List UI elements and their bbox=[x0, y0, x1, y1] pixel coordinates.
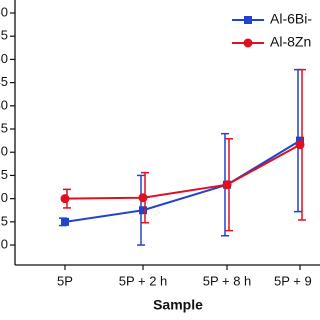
x-tick-label: 5P + 8 h bbox=[203, 273, 252, 288]
y-tick-label: 10 bbox=[0, 236, 8, 251]
x-tick-label: 5P bbox=[57, 273, 73, 288]
x-tick-label: 5P + 9 bbox=[274, 273, 312, 288]
y-tick-label: 45 bbox=[0, 74, 8, 89]
y-tick-label: 55 bbox=[0, 28, 8, 43]
legend-label: Al-8Zn bbox=[270, 34, 311, 50]
x-axis-title: Sample bbox=[153, 297, 203, 313]
marker bbox=[295, 140, 305, 150]
y-tick-label: 60 bbox=[0, 4, 8, 19]
marker bbox=[222, 180, 232, 190]
marker bbox=[139, 206, 147, 215]
y-tick-label: 30 bbox=[0, 144, 8, 159]
y-tick-label: 35 bbox=[0, 120, 8, 135]
y-tick-label: 40 bbox=[0, 97, 8, 112]
marker bbox=[61, 217, 69, 226]
x-tick-label: 5P + 2 h bbox=[119, 273, 168, 288]
series-line bbox=[64, 143, 301, 200]
marker bbox=[60, 194, 70, 204]
legend-marker bbox=[243, 38, 253, 48]
y-tick-label: 20 bbox=[0, 190, 8, 205]
y-tick-label: 25 bbox=[0, 167, 8, 182]
marker bbox=[138, 193, 148, 203]
y-tick-label: 50 bbox=[0, 51, 8, 66]
legend-marker bbox=[244, 16, 252, 24]
legend-label: Al-6Bi- bbox=[270, 11, 312, 27]
series-line bbox=[64, 139, 301, 223]
y-tick-label: 15 bbox=[0, 213, 8, 228]
